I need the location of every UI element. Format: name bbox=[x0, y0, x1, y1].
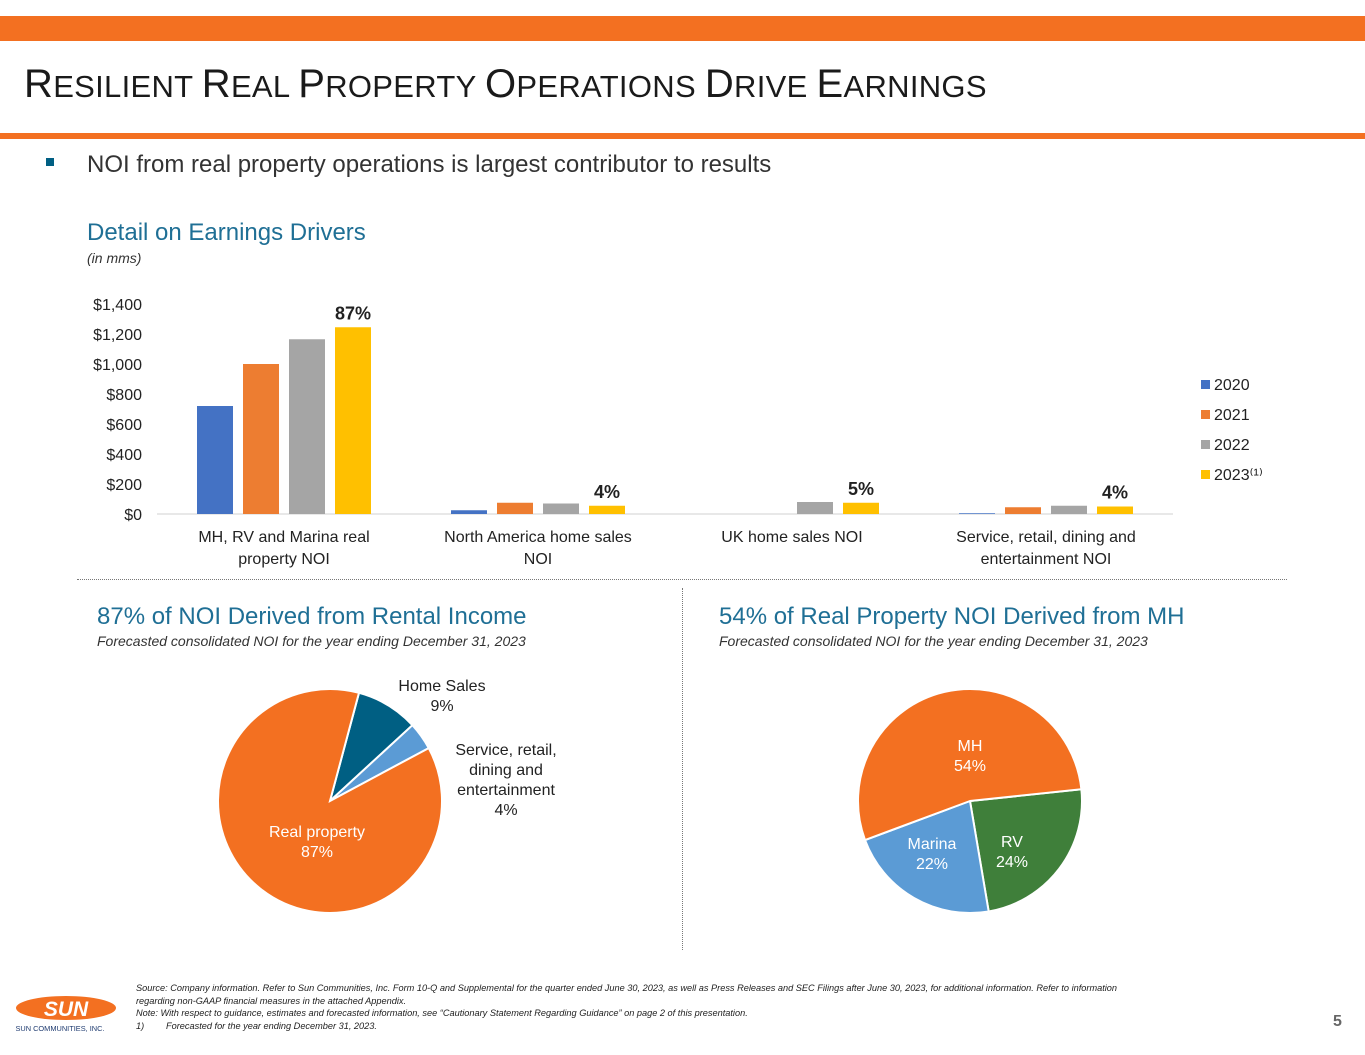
right-pie-label-mh: MH bbox=[958, 738, 983, 755]
footnote-item-1-number: 1) bbox=[136, 1020, 145, 1031]
title-underline-band bbox=[0, 133, 1365, 139]
data-label-0: 87% bbox=[335, 303, 371, 323]
logo-caption: SUN COMMUNITIES, INC. bbox=[15, 1024, 104, 1033]
bar-2022-1 bbox=[543, 503, 579, 514]
slide-title: RESILIENT REAL PROPERTY OPERATIONS DRIVE… bbox=[24, 62, 987, 107]
legend-label-2021: 2021 bbox=[1214, 407, 1250, 424]
title-rest-0: ESILIENT bbox=[53, 69, 202, 104]
right-pie-label-mh: 54% bbox=[954, 758, 986, 775]
left-pie-label-service: 4% bbox=[494, 802, 517, 819]
horizontal-divider bbox=[77, 579, 1287, 580]
category-label-3: entertainment NOI bbox=[981, 551, 1112, 568]
legend-swatch-2020 bbox=[1201, 380, 1210, 389]
bar-2022-3 bbox=[1051, 505, 1087, 514]
category-label-2: UK home sales NOI bbox=[721, 529, 862, 546]
legend-label-2020: 2020 bbox=[1214, 377, 1250, 394]
data-label-1: 4% bbox=[594, 482, 620, 502]
legend-swatch-2021 bbox=[1201, 410, 1210, 419]
data-label-3: 4% bbox=[1102, 483, 1128, 503]
y-tick-label: $200 bbox=[106, 477, 142, 494]
category-label-0: MH, RV and Marina real bbox=[198, 529, 369, 546]
left-pie-label-home-sales: Home Sales bbox=[398, 678, 485, 695]
bar-2023-1 bbox=[589, 505, 625, 514]
category-label-3: Service, retail, dining and bbox=[956, 529, 1136, 546]
right-pie-subtitle: Forecasted consolidated NOI for the year… bbox=[719, 633, 1148, 649]
right-pie-label-marina: 22% bbox=[916, 856, 948, 873]
right-pie-label-marina: Marina bbox=[908, 836, 957, 853]
left-pie-slice-real bbox=[217, 688, 443, 914]
footnote: Source: Company information. Refer to Su… bbox=[136, 982, 1266, 1032]
footnote-item-1-text: Forecasted for the year ending December … bbox=[166, 1020, 377, 1031]
right-pie-label-rv: RV bbox=[1001, 834, 1023, 851]
bar-2023-2 bbox=[843, 502, 879, 514]
left-pie-title: 87% of NOI Derived from Rental Income bbox=[97, 603, 527, 630]
real-property-mh-pie-chart: MH 54% RV 24% Marina 22% bbox=[857, 687, 1083, 914]
page-number: 5 bbox=[1333, 1013, 1342, 1030]
title-initial-5: E bbox=[816, 62, 844, 106]
bar-2023-0 bbox=[335, 327, 371, 514]
bar-2021-1 bbox=[497, 502, 533, 514]
legend-swatch-2022 bbox=[1201, 440, 1210, 449]
bar-2023-3 bbox=[1097, 506, 1133, 514]
title-rest-1: EAL bbox=[230, 69, 299, 104]
footnote-note: Note: With respect to guidance, estimate… bbox=[136, 1008, 748, 1018]
legend-label-2023: 2023⁽¹⁾ bbox=[1214, 467, 1263, 484]
left-pie-label-service: dining and bbox=[469, 762, 543, 779]
left-pie-label-real-property: 87% bbox=[301, 844, 333, 861]
logo-sun-text: SUN bbox=[44, 998, 89, 1021]
earnings-drivers-bar-chart: $0 $200 $400 $600 $800 $1,000 $1,200 $1,400 87% M… bbox=[93, 297, 1263, 568]
sun-communities-logo: SUN SUN COMMUNITIES, INC. bbox=[15, 996, 116, 1033]
bar-chart-subtitle: (in mms) bbox=[87, 250, 142, 266]
bar-2020-3 bbox=[959, 513, 995, 514]
left-pie-label-service: entertainment bbox=[457, 782, 555, 799]
bar-2020-0 bbox=[197, 406, 233, 514]
bar-chart-title: Detail on Earnings Drivers bbox=[87, 219, 366, 246]
bar-2020-1 bbox=[451, 510, 487, 514]
right-pie-title: 54% of Real Property NOI Derived from MH bbox=[719, 603, 1185, 630]
legend-label-2022: 2022 bbox=[1214, 437, 1250, 454]
title-initial-1: R bbox=[201, 62, 231, 106]
bullet-square-icon bbox=[46, 158, 54, 166]
title-initial-0: R bbox=[24, 62, 54, 106]
legend-swatch-2023 bbox=[1201, 470, 1210, 479]
footnote-item-1: 1) Forecasted for the year ending Decembe… bbox=[136, 1020, 1266, 1033]
category-label-1: North America home sales bbox=[444, 529, 632, 546]
y-tick-label: $1,200 bbox=[93, 327, 142, 344]
title-initial-2: P bbox=[298, 62, 326, 106]
rental-income-pie-chart: Real property 87% Home Sales 9% Service, ret… bbox=[217, 678, 557, 914]
top-accent-band bbox=[0, 16, 1365, 41]
left-pie-label-service: Service, retail, bbox=[455, 742, 556, 759]
data-label-2: 5% bbox=[848, 479, 874, 499]
footnote-source-line-2: regarding non-GAAP financial measures in… bbox=[136, 995, 407, 1006]
title-initial-3: O bbox=[484, 62, 517, 106]
vertical-divider bbox=[682, 588, 683, 950]
title-rest-4: RIVE bbox=[734, 69, 817, 104]
y-tick-label: $1,000 bbox=[93, 357, 142, 374]
bar-2021-0 bbox=[243, 364, 279, 514]
left-pie-label-home-sales: 9% bbox=[430, 698, 453, 715]
logo-sun-ellipse bbox=[16, 996, 116, 1020]
title-rest-5: ARNINGS bbox=[843, 69, 987, 104]
y-tick-label: $0 bbox=[124, 507, 142, 524]
right-pie-label-rv: 24% bbox=[996, 854, 1028, 871]
footnote-source-line-1: Source: Company information. Refer to Su… bbox=[136, 983, 1118, 993]
y-tick-label: $400 bbox=[106, 447, 142, 464]
right-pie-slice-rv bbox=[968, 788, 1083, 913]
bar-2022-2 bbox=[797, 502, 833, 514]
left-pie-subtitle: Forecasted consolidated NOI for the year… bbox=[97, 633, 526, 649]
category-label-0: property NOI bbox=[238, 551, 330, 568]
bar-2022-0 bbox=[289, 339, 325, 514]
title-rest-2: ROPERTY bbox=[325, 69, 485, 104]
y-tick-label: $1,400 bbox=[93, 297, 142, 314]
title-initial-4: D bbox=[704, 62, 735, 106]
title-rest-3: PERATIONS bbox=[516, 69, 705, 104]
category-label-1: NOI bbox=[524, 551, 552, 568]
right-pie-slice-mh bbox=[857, 687, 1083, 842]
y-tick-label: $600 bbox=[106, 417, 142, 434]
bullet-text: NOI from real property operations is lar… bbox=[87, 151, 772, 178]
left-pie-label-real-property: Real property bbox=[269, 824, 365, 841]
y-tick-label: $800 bbox=[106, 387, 142, 404]
bar-2021-3 bbox=[1005, 507, 1041, 514]
